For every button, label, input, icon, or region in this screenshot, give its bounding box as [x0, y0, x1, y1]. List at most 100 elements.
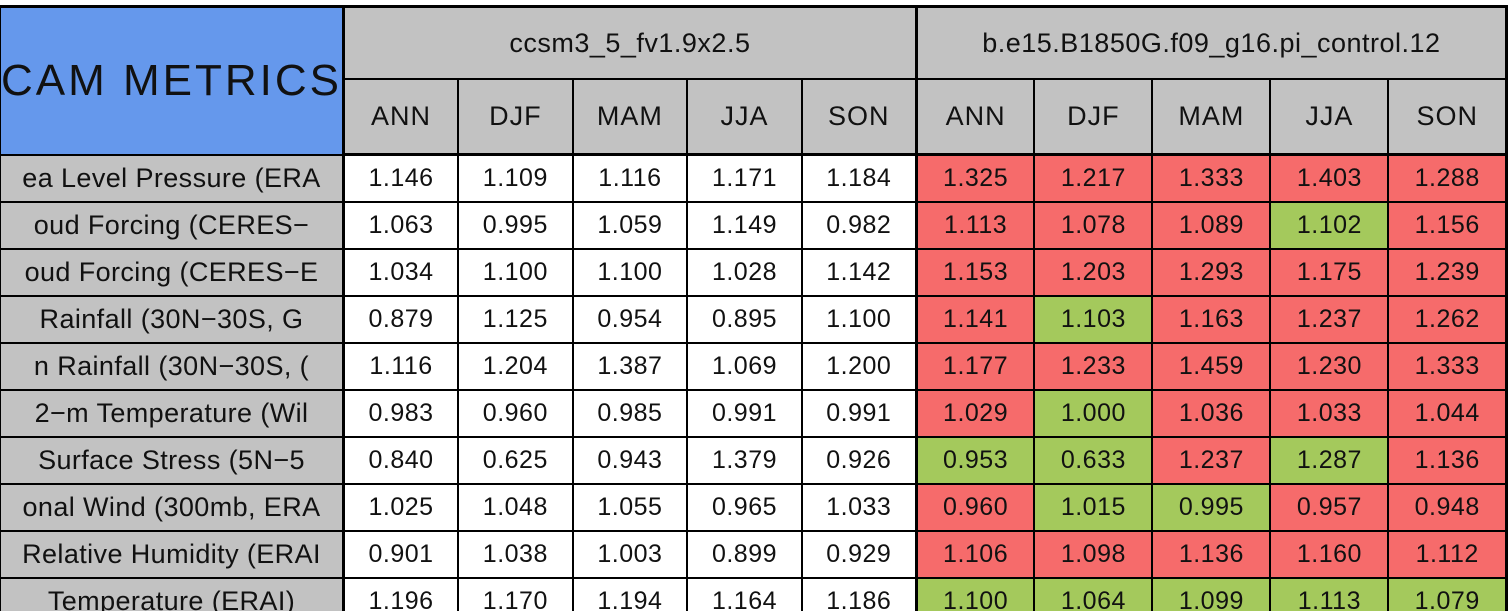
- model2-value-cell: 1.287: [1269, 436, 1390, 485]
- model1-value-cell: 0.960: [457, 389, 574, 438]
- model1-value-cell: 1.170: [457, 577, 574, 611]
- model2-value-cell: 1.112: [1387, 530, 1508, 579]
- metric-row-label: Temperature (ERAI): [0, 577, 345, 611]
- model2-value-cell: 1.160: [1269, 530, 1390, 579]
- model1-value-cell: 0.879: [342, 295, 460, 344]
- model1-value-cell: 0.840: [342, 436, 460, 485]
- model2-value-cell: 1.099: [1151, 577, 1272, 611]
- model1-name-header: ccsm3_5_fv1.9x2.5: [342, 5, 918, 80]
- metric-row: onal Wind (300mb, ERA 1.025 1.048 1.055 0.96…: [0, 483, 1508, 532]
- model2-value-cell: 0.953: [914, 436, 1036, 485]
- model1-value-cell: 1.033: [800, 483, 918, 532]
- model2-value-cell: 1.237: [1269, 295, 1390, 344]
- model2-value-cell: 0.633: [1033, 436, 1154, 485]
- model1-value-cell: 1.048: [457, 483, 574, 532]
- model1-value-cell: 0.965: [686, 483, 803, 532]
- model1-value-cell: 1.025: [342, 483, 460, 532]
- model1-value-cell: 1.038: [457, 530, 574, 579]
- model2-value-cell: 1.163: [1151, 295, 1272, 344]
- model1-value-cell: 1.142: [800, 248, 918, 297]
- model1-value-cell: 1.200: [800, 342, 918, 391]
- model1-value-cell: 0.995: [457, 201, 574, 250]
- model1-value-cell: 1.059: [571, 201, 689, 250]
- metric-row-label: oud Forcing (CERES−E: [0, 248, 345, 297]
- model1-value-cell: 1.055: [571, 483, 689, 532]
- model1-value-cell: 1.100: [800, 295, 918, 344]
- model2-value-cell: 1.015: [1033, 483, 1154, 532]
- model2-value-cell: 1.064: [1033, 577, 1154, 611]
- model1-value-cell: 0.954: [571, 295, 689, 344]
- model2-value-cell: 1.288: [1387, 153, 1508, 203]
- metrics-table: CAM METRICS ccsm3_5_fv1.9x2.5 b.e15.B185…: [0, 5, 1508, 611]
- model2-value-cell: 1.079: [1387, 577, 1508, 611]
- metric-row-label: 2−m Temperature (Wil: [0, 389, 345, 438]
- model-header-row: CAM METRICS ccsm3_5_fv1.9x2.5 b.e15.B185…: [0, 5, 1508, 156]
- metric-row-label: Surface Stress (5N−5: [0, 436, 345, 485]
- model1-value-cell: 1.100: [571, 248, 689, 297]
- model2-value-cell: 1.175: [1269, 248, 1390, 297]
- model1-value-cell: 1.100: [457, 248, 574, 297]
- season-header-model1-jja: JJA: [686, 78, 803, 156]
- model2-value-cell: 0.960: [914, 483, 1036, 532]
- season-header-model2-ann: ANN: [914, 78, 1036, 156]
- model2-value-cell: 1.098: [1033, 530, 1154, 579]
- metric-row: Relative Humidity (ERAI 0.901 1.038 1.003 0.…: [0, 530, 1508, 579]
- metric-row: oud Forcing (CERES−E 1.034 1.100 1.100 1.028…: [0, 248, 1508, 297]
- model2-value-cell: 0.995: [1151, 483, 1272, 532]
- metric-row-label: n Rainfall (30N−30S, (: [0, 342, 345, 391]
- model2-value-cell: 1.203: [1033, 248, 1154, 297]
- season-header-row: ANN DJF MAM JJA SON ANN DJF MAM JJA SON: [0, 78, 1508, 156]
- model1-value-cell: 0.985: [571, 389, 689, 438]
- model2-value-cell: 1.237: [1151, 436, 1272, 485]
- metric-row-label: Rainfall (30N−30S, G: [0, 295, 345, 344]
- metric-row: Surface Stress (5N−5 0.840 0.625 0.943 1.379…: [0, 436, 1508, 485]
- metric-row: ea Level Pressure (ERA 1.146 1.109 1.116 1.1…: [0, 153, 1508, 203]
- model1-value-cell: 1.164: [686, 577, 803, 611]
- metric-row: oud Forcing (CERES− 1.063 0.995 1.059 1.149 0…: [0, 201, 1508, 250]
- model2-value-cell: 1.078: [1033, 201, 1154, 250]
- model2-value-cell: 1.233: [1033, 342, 1154, 391]
- model2-name-header: b.e15.B1850G.f09_g16.pi_control.12: [914, 5, 1508, 80]
- model2-value-cell: 1.136: [1151, 530, 1272, 579]
- metric-row-label: ea Level Pressure (ERA: [0, 153, 345, 203]
- metric-row-label: oud Forcing (CERES−: [0, 201, 345, 250]
- model1-value-cell: 0.926: [800, 436, 918, 485]
- table-title: CAM METRICS: [0, 5, 345, 156]
- model2-value-cell: 1.217: [1033, 153, 1154, 203]
- model1-value-cell: 1.146: [342, 153, 460, 203]
- model1-value-cell: 1.003: [571, 530, 689, 579]
- season-header-model2-mam: MAM: [1151, 78, 1272, 156]
- model2-value-cell: 1.403: [1269, 153, 1390, 203]
- metric-row: Temperature (ERAI) 1.196 1.170 1.194 1.164 1.…: [0, 577, 1508, 611]
- model1-value-cell: 1.116: [571, 153, 689, 203]
- model1-value-cell: 1.109: [457, 153, 574, 203]
- model2-value-cell: 1.100: [914, 577, 1036, 611]
- model2-value-cell: 1.029: [914, 389, 1036, 438]
- model2-value-cell: 1.459: [1151, 342, 1272, 391]
- model2-value-cell: 1.089: [1151, 201, 1272, 250]
- model2-value-cell: 1.102: [1269, 201, 1390, 250]
- season-header-model2-jja: JJA: [1269, 78, 1390, 156]
- season-header-model2-djf: DJF: [1033, 78, 1154, 156]
- model1-value-cell: 1.063: [342, 201, 460, 250]
- model2-value-cell: 1.153: [914, 248, 1036, 297]
- model2-value-cell: 1.333: [1387, 342, 1508, 391]
- season-header-model2-son: SON: [1387, 78, 1508, 156]
- model2-value-cell: 1.036: [1151, 389, 1272, 438]
- model1-value-cell: 0.991: [800, 389, 918, 438]
- metric-row: 2−m Temperature (Wil 0.983 0.960 0.985 0.991…: [0, 389, 1508, 438]
- metric-row: n Rainfall (30N−30S, (1.116 1.204 1.387 1.0…: [0, 342, 1508, 391]
- model2-value-cell: 1.156: [1387, 201, 1508, 250]
- model1-value-cell: 1.196: [342, 577, 460, 611]
- model1-value-cell: 1.171: [686, 153, 803, 203]
- model1-value-cell: 0.983: [342, 389, 460, 438]
- model2-value-cell: 1.113: [1269, 577, 1390, 611]
- model1-value-cell: 0.943: [571, 436, 689, 485]
- model1-value-cell: 1.028: [686, 248, 803, 297]
- model1-value-cell: 1.387: [571, 342, 689, 391]
- model1-value-cell: 1.379: [686, 436, 803, 485]
- season-header-model1-ann: ANN: [342, 78, 460, 156]
- model1-value-cell: 0.625: [457, 436, 574, 485]
- model1-value-cell: 1.034: [342, 248, 460, 297]
